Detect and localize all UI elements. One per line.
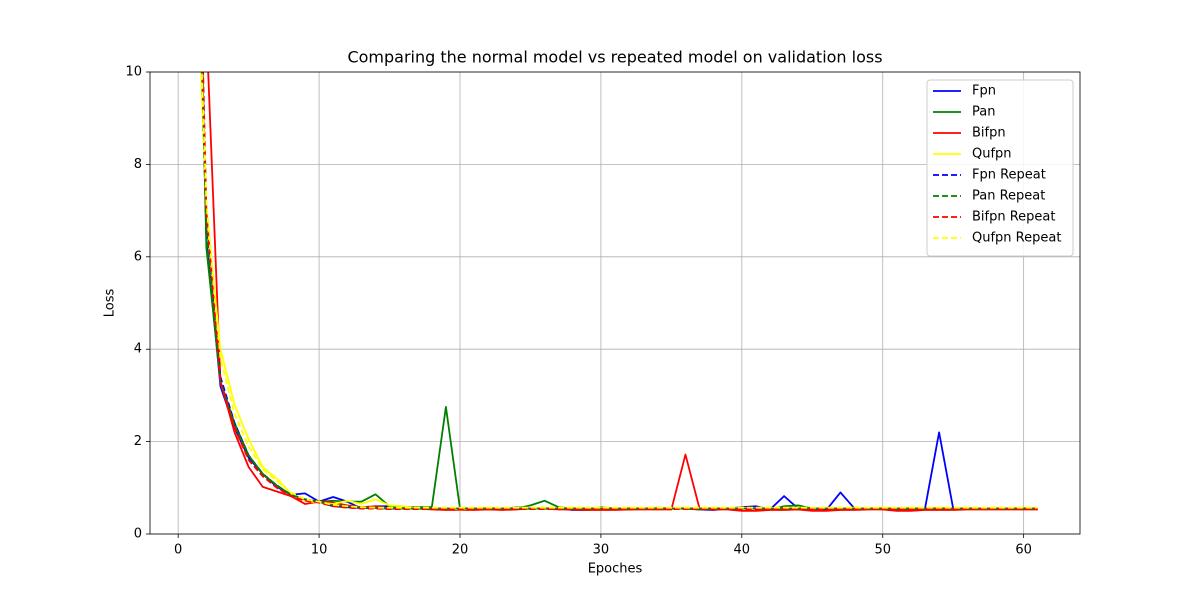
x-tick-label: 30: [593, 543, 610, 558]
y-tick-label: 2: [134, 434, 142, 449]
legend-label: Qufpn: [972, 147, 1012, 162]
legend-label: Pan: [972, 105, 995, 120]
legend-label: Bifpn Repeat: [972, 210, 1056, 225]
x-tick-label: 0: [174, 543, 182, 558]
series-line: [202, 72, 1038, 510]
x-tick-label: 10: [311, 543, 328, 558]
y-tick-label: 0: [134, 527, 142, 542]
x-tick-label: 20: [452, 543, 469, 558]
legend: Fpn Pan Bifpn Qufpn Fpn Repeat Pan Repeat Bifp…: [926, 79, 1074, 257]
x-tick-label: 40: [734, 543, 751, 558]
x-axis-label: Epoches: [588, 562, 643, 577]
series-line: [200, 72, 1038, 509]
y-tick-label: 8: [134, 157, 142, 172]
y-axis-label: Loss: [103, 289, 118, 318]
legend-label: Bifpn: [972, 126, 1006, 141]
y-tick-label: 4: [134, 342, 142, 357]
x-tick-label: 50: [874, 543, 891, 558]
series-line: [207, 72, 1038, 512]
y-tick-label: 10: [125, 65, 142, 80]
legend-label: Pan Repeat: [972, 189, 1045, 204]
legend-label: Fpn Repeat: [972, 168, 1046, 183]
plot-lines: [200, 72, 1038, 512]
legend-box: [926, 79, 1074, 257]
legend-label: Fpn: [972, 84, 996, 99]
legend-label: Qufpn Repeat: [972, 231, 1061, 246]
y-tick-label: 6: [134, 249, 142, 264]
chart-title: Comparing the normal model vs repeated m…: [347, 48, 882, 67]
plot-frame: [149, 71, 1081, 535]
x-tick-label: 60: [1015, 543, 1032, 558]
